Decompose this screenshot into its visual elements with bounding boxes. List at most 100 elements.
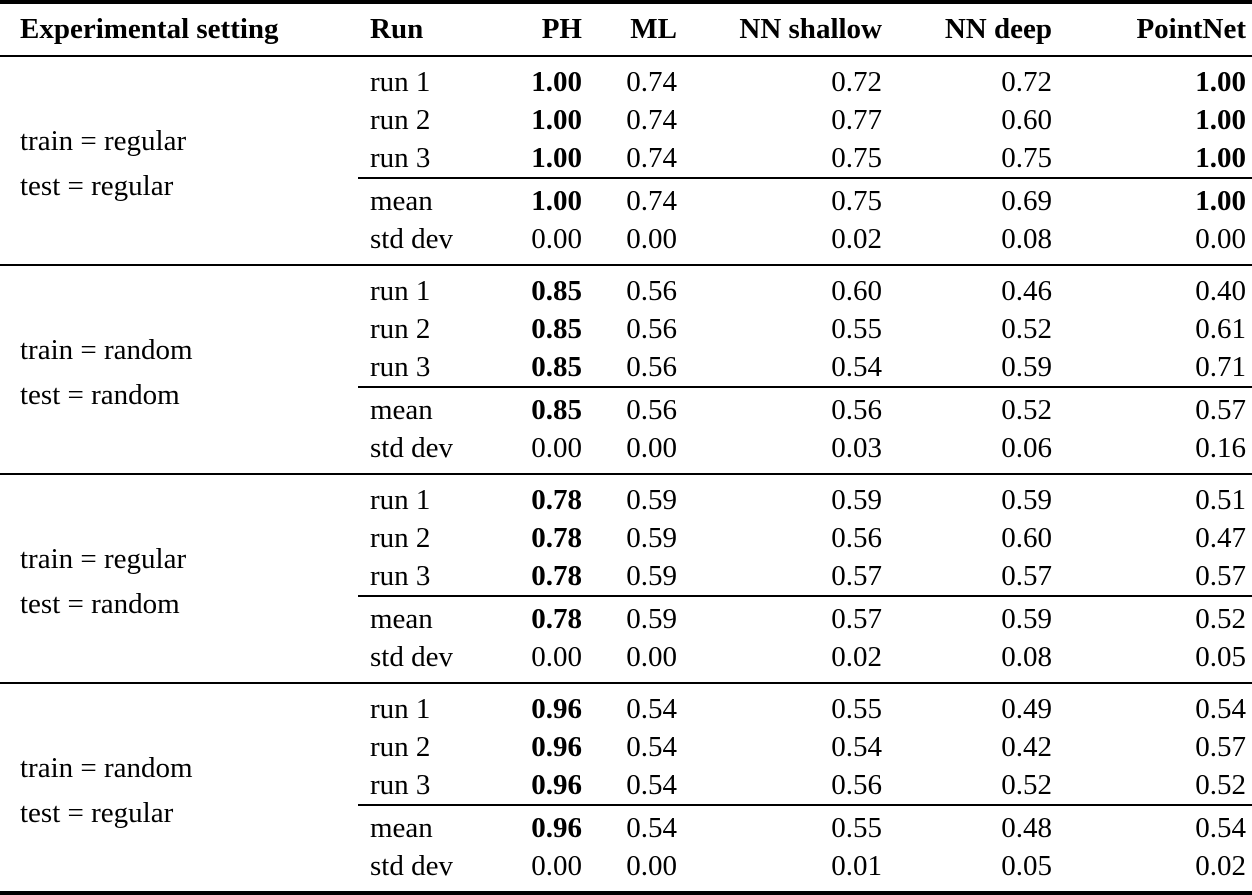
value-cell: 0.85 — [531, 312, 582, 345]
value-cell: 0.54 — [1058, 804, 1252, 847]
value-cell: 0.78 — [503, 595, 588, 638]
value-cell: 0.54 — [831, 350, 882, 383]
value-cell: 0.59 — [888, 473, 1058, 519]
table-row: mean 0.78 0.59 0.57 0.59 0.52 — [0, 595, 1252, 638]
experimental-setting-cell: train = regular test = random — [0, 473, 358, 683]
table-row: std dev 0.00 0.00 0.02 0.08 0.05 — [0, 638, 1252, 683]
results-body: train = regular test = regular run 1 1.00 0.… — [0, 56, 1252, 893]
table-row: mean 0.85 0.56 0.56 0.52 0.57 — [0, 386, 1252, 429]
value-cell: 0.56 — [683, 386, 888, 429]
value-cell: 0.48 — [888, 804, 1058, 847]
value-cell: 0.16 — [1195, 431, 1246, 464]
row-label: run 1 — [358, 473, 503, 519]
row-label: std dev — [370, 640, 453, 673]
value-cell: 0.96 — [531, 768, 582, 801]
value-cell: 0.59 — [626, 521, 677, 554]
setting-line: train = random — [20, 751, 193, 784]
header-ph: PH — [503, 2, 588, 57]
value-cell: 0.72 — [831, 65, 882, 98]
row-label: std dev — [370, 222, 453, 255]
value-cell: 0.56 — [831, 768, 882, 801]
row-label: std dev — [370, 431, 453, 464]
header-pointnet: PointNet — [1058, 2, 1252, 57]
value-cell: 0.54 — [831, 730, 882, 763]
value-cell: 0.72 — [1001, 65, 1052, 98]
value-cell: 0.00 — [531, 849, 582, 882]
value-cell: 0.57 — [683, 595, 888, 638]
value-cell: 0.00 — [626, 222, 677, 255]
setting-line: test = regular — [20, 796, 174, 829]
table-row: run 2 0.96 0.54 0.54 0.42 0.57 — [0, 728, 1252, 766]
value-cell: 0.55 — [683, 682, 888, 728]
value-cell: 0.77 — [831, 103, 882, 136]
value-cell: 0.00 — [1195, 222, 1246, 255]
value-cell: 0.71 — [1195, 350, 1246, 383]
value-cell: 0.78 — [531, 559, 582, 592]
value-cell: 0.75 — [831, 141, 882, 174]
setting-line: train = random — [20, 333, 193, 366]
value-cell: 0.96 — [531, 730, 582, 763]
header-ml: ML — [588, 2, 683, 57]
row-label: run 1 — [370, 65, 431, 98]
value-cell: 0.57 — [1195, 730, 1246, 763]
value-cell: 0.56 — [588, 264, 683, 310]
setting-line: train = regular — [20, 542, 187, 575]
row-label: mean — [358, 804, 503, 847]
table-row: run 3 0.78 0.59 0.57 0.57 0.57 — [0, 557, 1252, 596]
value-cell: 0.59 — [626, 559, 677, 592]
value-cell: 0.02 — [1195, 849, 1246, 882]
experimental-setting-cell: train = regular test = regular — [0, 56, 358, 265]
row-label: run 3 — [370, 350, 431, 383]
value-cell: 0.96 — [503, 682, 588, 728]
table-row: std dev 0.00 0.00 0.01 0.05 0.02 — [0, 847, 1252, 893]
value-cell: 0.57 — [831, 559, 882, 592]
value-cell: 0.59 — [588, 473, 683, 519]
value-cell: 0.02 — [831, 222, 882, 255]
table-row: run 2 0.78 0.59 0.56 0.60 0.47 — [0, 519, 1252, 557]
value-cell: 0.00 — [531, 222, 582, 255]
table-row: run 3 0.85 0.56 0.54 0.59 0.71 — [0, 348, 1252, 387]
value-cell: 0.59 — [888, 595, 1058, 638]
value-cell: 0.60 — [1001, 521, 1052, 554]
value-cell: 0.05 — [1195, 640, 1246, 673]
value-cell: 1.00 — [531, 141, 582, 174]
setting-line: test = regular — [20, 169, 174, 202]
value-cell: 0.46 — [888, 264, 1058, 310]
row-label: run 2 — [370, 730, 431, 763]
value-cell: 1.00 — [1195, 65, 1246, 98]
value-cell: 0.59 — [588, 595, 683, 638]
value-cell: 0.49 — [888, 682, 1058, 728]
value-cell: 0.06 — [1001, 431, 1052, 464]
table-row: mean 1.00 0.74 0.75 0.69 1.00 — [0, 177, 1252, 220]
row-label: run 2 — [370, 103, 431, 136]
value-cell: 0.61 — [1195, 312, 1246, 345]
value-cell: 1.00 — [1195, 141, 1246, 174]
row-label: mean — [358, 595, 503, 638]
value-cell: 1.00 — [531, 103, 582, 136]
value-cell: 0.00 — [626, 431, 677, 464]
value-cell: 0.55 — [831, 312, 882, 345]
value-cell: 1.00 — [531, 65, 582, 98]
row-label: std dev — [370, 849, 453, 882]
value-cell: 0.74 — [626, 103, 677, 136]
table-row: train = random test = random run 1 0.85 0.56… — [0, 264, 1252, 474]
value-cell: 0.52 — [1195, 768, 1246, 801]
experimental-setting-cell: train = random test = random — [0, 264, 358, 474]
table-row: run 3 0.96 0.54 0.56 0.52 0.52 — [0, 766, 1252, 805]
value-cell: 0.54 — [588, 682, 683, 728]
row-label: run 2 — [370, 312, 431, 345]
value-cell: 1.00 — [1195, 103, 1246, 136]
row-label: mean — [358, 177, 503, 220]
value-cell: 0.96 — [503, 804, 588, 847]
value-cell: 0.52 — [1058, 595, 1252, 638]
value-cell: 0.74 — [626, 141, 677, 174]
value-cell: 1.00 — [1058, 177, 1252, 220]
value-cell: 0.60 — [1001, 103, 1052, 136]
value-cell: 0.52 — [1001, 768, 1052, 801]
value-cell: 0.01 — [831, 849, 882, 882]
header-run: Run — [358, 2, 503, 57]
value-cell: 0.03 — [831, 431, 882, 464]
table-row: train = regular test = regular run 1 1.00 0.… — [0, 56, 1252, 202]
row-label: run 1 — [358, 682, 503, 728]
value-cell: 0.54 — [588, 804, 683, 847]
